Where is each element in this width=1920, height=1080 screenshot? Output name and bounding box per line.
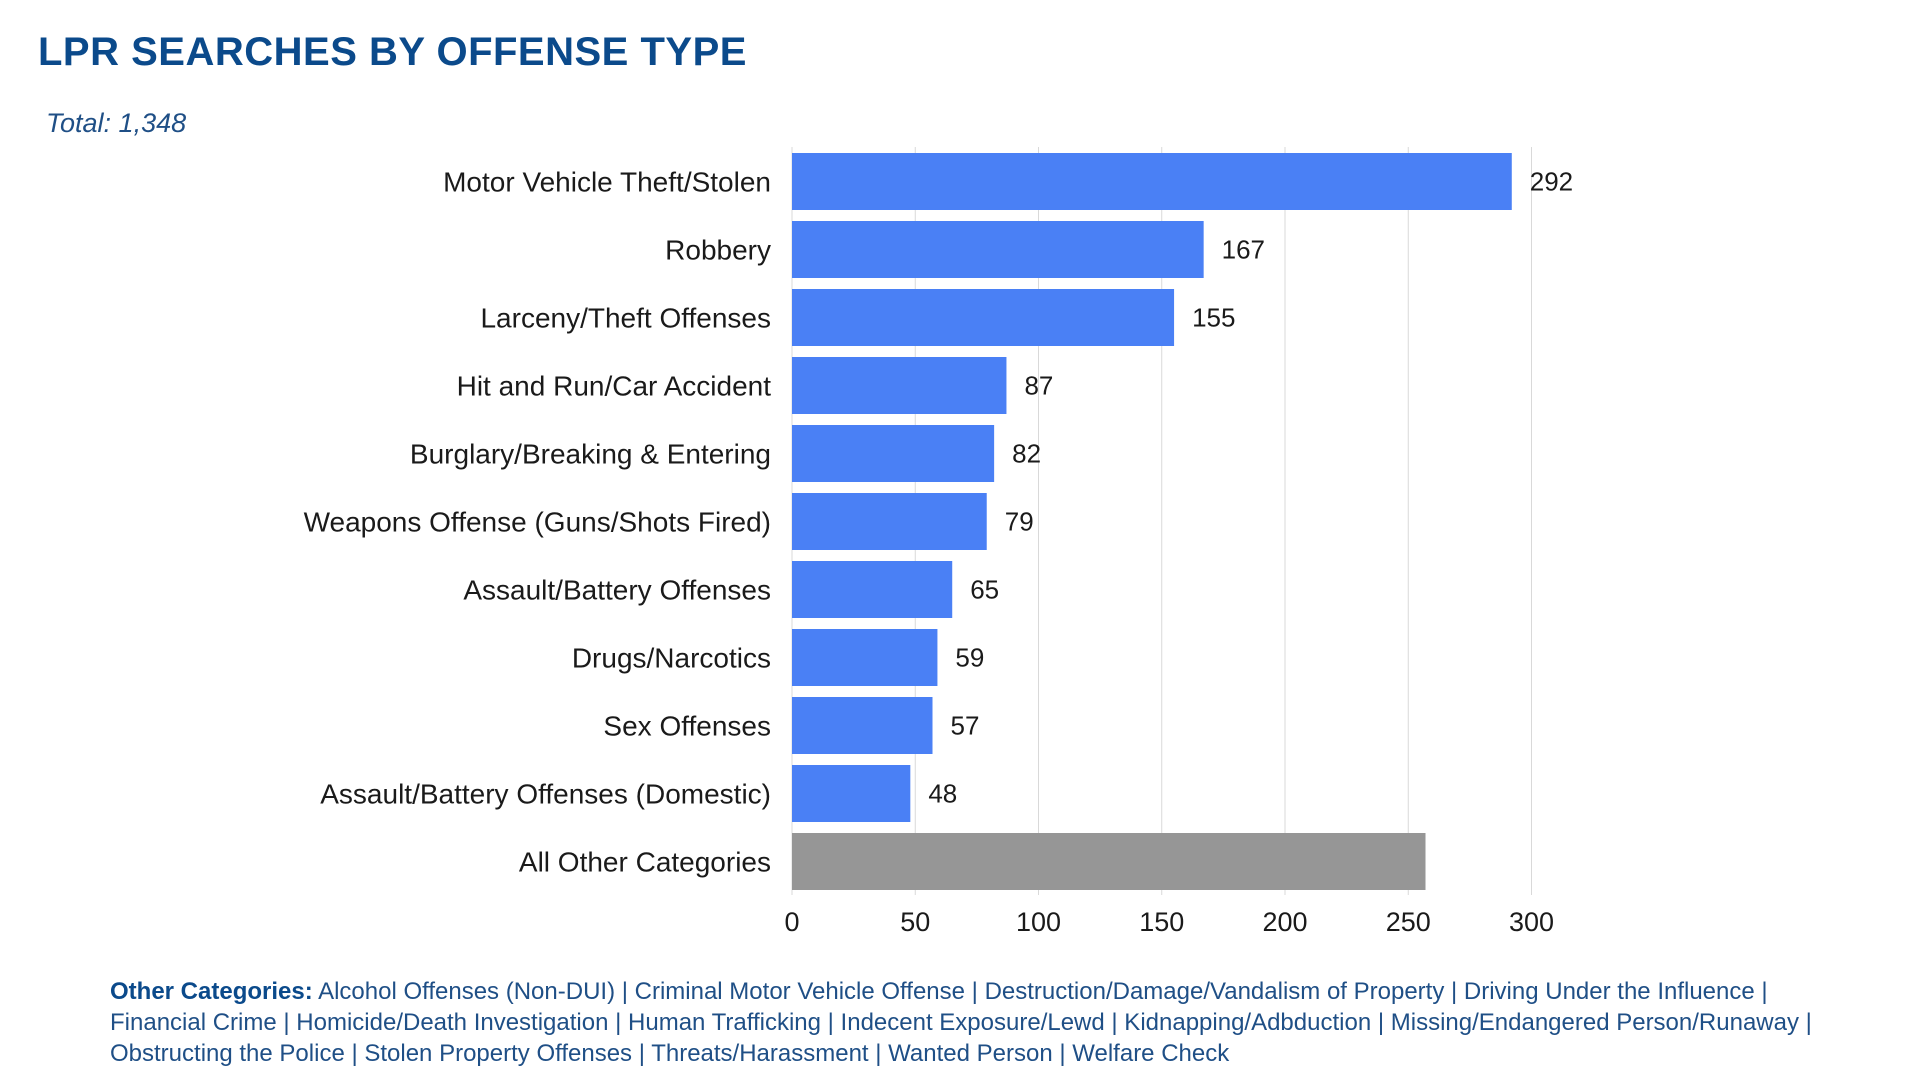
footnote-text: Alcohol Offenses (Non-DUI) | Criminal Mo… xyxy=(110,978,1812,1067)
category-label: Larceny/Theft Offenses xyxy=(480,303,771,334)
x-tick-label: 250 xyxy=(1386,907,1431,937)
bar xyxy=(792,765,911,822)
bars xyxy=(792,153,1512,890)
bar xyxy=(792,833,1426,890)
data-label: 48 xyxy=(928,779,957,809)
x-tick-label: 50 xyxy=(900,907,930,937)
data-label: 82 xyxy=(1012,439,1041,469)
bar xyxy=(792,697,933,754)
bar xyxy=(792,153,1512,210)
x-tick-label: 150 xyxy=(1139,907,1184,937)
data-label: 292 xyxy=(1530,167,1573,197)
bar xyxy=(792,629,938,686)
category-labels: Motor Vehicle Theft/Stolen Robbery Larceny… xyxy=(304,167,772,878)
x-tick-label: 100 xyxy=(1016,907,1061,937)
data-label: 167 xyxy=(1222,235,1265,265)
data-labels: 292 167 155 87 82 79 65 59 57 48 xyxy=(928,167,1573,809)
footnote: Other Categories: Alcohol Offenses (Non-… xyxy=(110,976,1850,1069)
footnote-label: Other Categories: xyxy=(110,978,313,1005)
x-axis-ticks: 0 50 100 150 200 250 300 xyxy=(784,907,1554,937)
bar-chart: Motor Vehicle Theft/Stolen Robbery Larceny… xyxy=(304,147,1573,937)
x-tick-label: 300 xyxy=(1509,907,1554,937)
bar xyxy=(792,561,953,618)
bar xyxy=(792,493,987,550)
bar xyxy=(792,425,995,482)
category-label: Hit and Run/Car Accident xyxy=(457,371,772,402)
category-label: Robbery xyxy=(665,235,771,266)
x-tick-label: 0 xyxy=(784,907,799,937)
category-label: Burglary/Breaking & Entering xyxy=(410,439,771,470)
data-label: 79 xyxy=(1005,507,1034,537)
data-label: 65 xyxy=(970,575,999,605)
category-label: Assault/Battery Offenses xyxy=(463,575,771,606)
category-label: Weapons Offense (Guns/Shots Fired) xyxy=(304,507,771,538)
category-label: Motor Vehicle Theft/Stolen xyxy=(443,167,771,198)
chart-title: LPR SEARCHES BY OFFENSE TYPE xyxy=(38,30,747,74)
category-label: All Other Categories xyxy=(519,847,771,878)
bar xyxy=(792,289,1175,346)
category-label: Sex Offenses xyxy=(603,711,771,742)
chart-subtitle: Total: 1,348 xyxy=(46,108,187,138)
data-label: 87 xyxy=(1024,371,1053,401)
bar xyxy=(792,221,1204,278)
category-label: Drugs/Narcotics xyxy=(572,643,771,674)
data-label: 57 xyxy=(951,711,980,741)
bar xyxy=(792,357,1007,414)
data-label: 155 xyxy=(1192,303,1235,333)
x-tick-label: 200 xyxy=(1262,907,1307,937)
data-label: 59 xyxy=(955,643,984,673)
category-label: Assault/Battery Offenses (Domestic) xyxy=(320,779,771,810)
